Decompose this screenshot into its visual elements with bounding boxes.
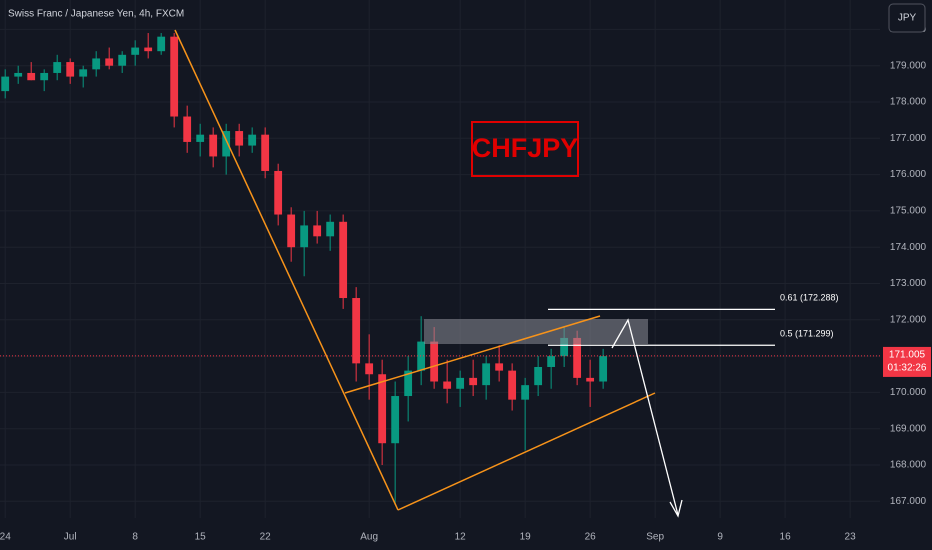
y-tick-label: 174.000 [890, 242, 927, 253]
candle-body [53, 62, 62, 73]
candle-body [443, 381, 452, 389]
candle-body [248, 134, 257, 146]
x-tick-label: 26 [585, 532, 597, 543]
y-tick-label: 168.000 [890, 460, 927, 471]
candle-body [105, 58, 114, 66]
candle-body [521, 385, 530, 400]
candle-body [40, 72, 49, 81]
candle-body [482, 363, 491, 386]
fib-label: 0.5 (171.299) [780, 329, 834, 339]
candle-body [196, 134, 205, 142]
last-price-tag [883, 346, 931, 377]
candle-body [378, 374, 387, 444]
candle-body [66, 62, 75, 77]
candle-body [14, 72, 23, 77]
y-tick-label: 170.000 [890, 387, 927, 398]
y-tick-label: 177.000 [890, 133, 927, 144]
candle-body [131, 47, 140, 55]
y-tick-label: 169.000 [890, 423, 927, 434]
candle-body [79, 69, 88, 77]
candle-body [235, 131, 244, 146]
x-tick-label: Aug [360, 532, 378, 543]
x-tick-label: 23 [845, 532, 857, 543]
candle-body [313, 225, 322, 237]
x-tick-label: 16 [780, 532, 792, 543]
candle-body [326, 221, 335, 237]
currency-button[interactable] [888, 3, 926, 33]
x-tick-label: 24 [0, 532, 11, 543]
candle-body [287, 214, 296, 248]
y-tick-label: 175.000 [890, 206, 927, 217]
candle-body [118, 54, 127, 66]
candle-body [365, 363, 374, 375]
y-tick-label: 167.000 [890, 496, 927, 507]
chart-title: Swiss Franc / Japanese Yen, 4h, FXCM [8, 9, 184, 20]
candle-body [430, 341, 439, 382]
candle-body [339, 221, 348, 299]
trendlines [174, 29, 656, 511]
plot [0, 33, 880, 505]
x-tick-label: 15 [195, 532, 207, 543]
candle-body [183, 116, 192, 142]
x-tick-label: 22 [260, 532, 272, 543]
x-tick-label: 9 [717, 532, 723, 543]
trendline [344, 315, 601, 394]
trendline [397, 392, 656, 511]
candle-body [144, 47, 153, 52]
y-tick-label: 173.000 [890, 278, 927, 289]
candle-body [261, 134, 270, 171]
y-tick-label: 176.000 [890, 169, 927, 180]
last-price-label: 171.005 [889, 350, 926, 361]
zone [424, 319, 648, 344]
candle-body [404, 370, 413, 397]
candle-body [274, 170, 283, 215]
fib-label: 0.61 (172.288) [780, 293, 839, 303]
projection [611, 318, 683, 518]
candle-body [417, 341, 426, 371]
candle-body [586, 377, 595, 382]
candle-body [1, 76, 10, 92]
candle-body [391, 396, 400, 444]
candle-body [534, 366, 543, 386]
candle-body [560, 337, 569, 357]
candle-body [92, 58, 101, 70]
x-tick-label: Sep [646, 532, 664, 543]
grid [0, 0, 880, 518]
projection-path [611, 318, 679, 516]
candle-body [209, 134, 218, 157]
candle-body [573, 337, 582, 378]
x-tick-label: Jul [64, 532, 77, 543]
candle-body [469, 377, 478, 386]
candle-body [547, 356, 556, 367]
x-tick-label: 19 [520, 532, 532, 543]
price-axis [880, 0, 932, 550]
candle-body [157, 36, 166, 52]
currency-button-label[interactable]: JPY [898, 13, 917, 24]
x-tick-label: 12 [455, 532, 467, 543]
candle-body [456, 377, 465, 389]
annotation-box [471, 121, 579, 177]
countdown: 01:32:26 [888, 363, 927, 374]
candle-body [27, 72, 36, 81]
y-tick-label: 178.000 [890, 97, 927, 108]
candle-body [508, 370, 517, 400]
annotation: CHFJPY [472, 133, 579, 163]
candle-body [495, 363, 504, 371]
candle-body [599, 356, 608, 382]
candle-body [352, 298, 361, 364]
candle-body [300, 225, 309, 248]
trendline [174, 29, 399, 511]
y-tick-label: 172.000 [890, 314, 927, 325]
candle-body [170, 36, 179, 117]
x-tick-label: 8 [132, 532, 138, 543]
y-tick-label: 179.000 [890, 60, 927, 71]
candle-body [222, 131, 231, 157]
arrow-head [669, 499, 683, 518]
